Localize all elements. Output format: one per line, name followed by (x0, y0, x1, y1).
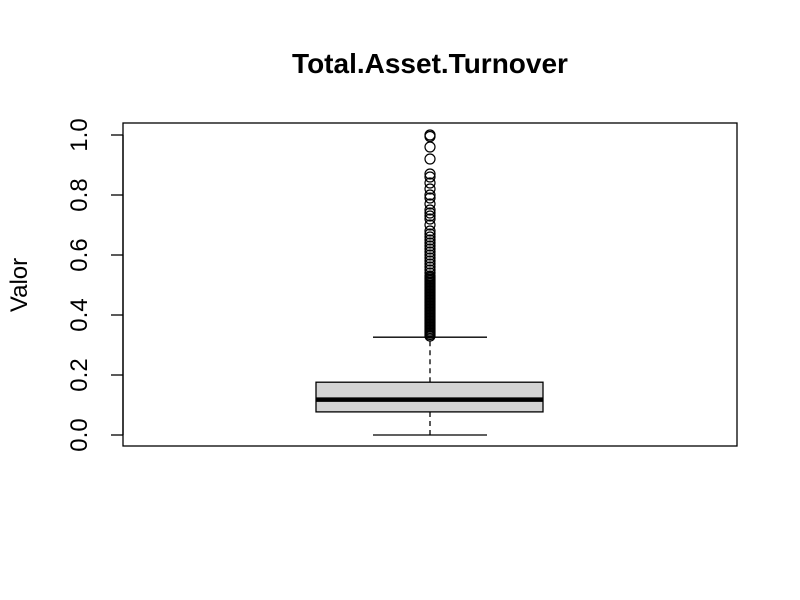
y-axis: 0.0 0.2 0.4 0.6 0.8 1.0 (66, 118, 124, 452)
outlier-point (424, 207, 436, 219)
outlier-point (424, 258, 436, 270)
outlier-point (424, 192, 436, 204)
outlier-point (424, 246, 436, 258)
outlier-point (424, 255, 436, 267)
outlier-point (424, 129, 436, 141)
outlier-point (424, 177, 436, 189)
outlier-point (424, 252, 436, 264)
outlier-point (424, 249, 436, 261)
outlier-point (424, 141, 436, 153)
outlier-point (424, 234, 436, 246)
outlier-point (424, 267, 436, 279)
y-tick-label: 0.6 (66, 238, 93, 271)
outlier-point (424, 171, 436, 183)
outlier-point (424, 210, 436, 222)
outlier-point (424, 264, 436, 276)
outlier-point (424, 183, 436, 195)
outlier-point (424, 168, 436, 180)
outlier-point (424, 189, 436, 201)
outlier-point (424, 204, 436, 216)
outlier-point (424, 228, 436, 240)
outlier-point (424, 237, 436, 249)
outlier-point (424, 198, 436, 210)
outlier-point (424, 213, 436, 225)
outlier-points (424, 129, 436, 342)
y-tick-label: 1.0 (66, 118, 93, 151)
outlier-point (424, 240, 436, 252)
outlier-point (424, 219, 436, 231)
outlier-point (424, 270, 436, 282)
outlier-point (424, 231, 436, 243)
outlier-point (424, 243, 436, 255)
outlier-point (424, 261, 436, 273)
y-axis-label: Valor (6, 258, 33, 312)
y-tick-label: 0.8 (66, 178, 93, 211)
boxplot-box-group (315, 336, 544, 436)
chart-title: Total.Asset.Turnover (292, 48, 568, 79)
y-tick-label: 0.2 (66, 358, 93, 391)
outlier-point (424, 153, 436, 165)
interquartile-box (315, 381, 544, 413)
y-tick-label: 0.4 (66, 298, 93, 331)
y-tick-label: 0.0 (66, 418, 93, 451)
outlier-point (424, 225, 436, 237)
